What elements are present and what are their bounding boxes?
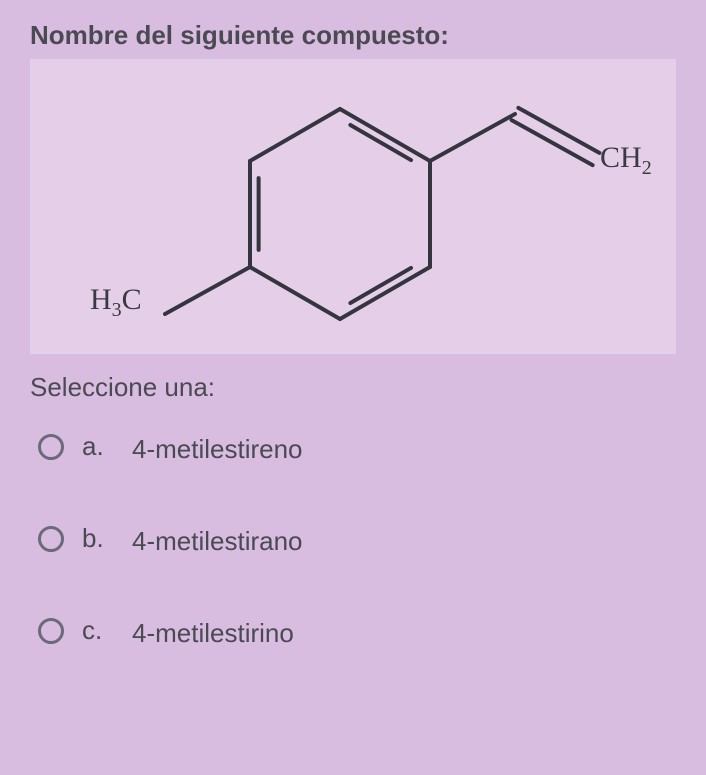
option-letter: c. xyxy=(82,615,110,646)
select-one-text: Seleccione una: xyxy=(30,372,676,403)
label-ch2: CH2 xyxy=(600,141,652,180)
option-c[interactable]: c. 4-metilestirino xyxy=(30,612,676,649)
radio-b[interactable] xyxy=(38,526,64,552)
chemical-diagram: H3C CH2 xyxy=(30,59,676,354)
question-title: Nombre del siguiente compuesto: xyxy=(30,20,676,51)
option-letter: b. xyxy=(82,523,110,554)
option-text: 4-metilestirino xyxy=(132,612,294,649)
radio-a[interactable] xyxy=(38,434,64,460)
option-letter: a. xyxy=(82,431,110,462)
label-h3c: H3C xyxy=(90,283,142,322)
option-text: 4-metilestireno xyxy=(132,428,303,465)
option-b[interactable]: b. 4-metilestirano xyxy=(30,520,676,557)
radio-c[interactable] xyxy=(38,618,64,644)
question-container: Nombre del siguiente compuesto: H3C CH2 … xyxy=(0,0,706,669)
option-text: 4-metilestirano xyxy=(132,520,303,557)
option-a[interactable]: a. 4-metilestireno xyxy=(30,428,676,465)
